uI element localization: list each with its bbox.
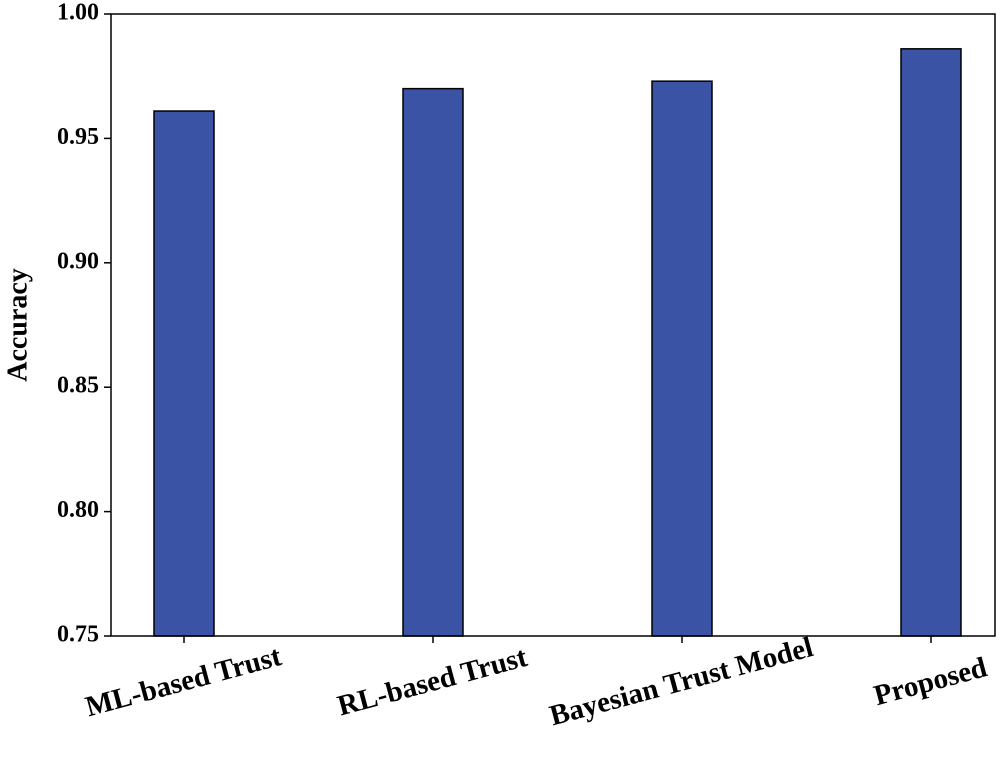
x-tick-label: Bayesian Trust Model — [546, 631, 816, 732]
bar — [900, 48, 962, 637]
y-tick-label: 0.95 — [57, 124, 99, 150]
plot-frame — [110, 13, 996, 637]
x-tick-label: RL-based Trust — [334, 641, 531, 722]
y-tick-label: 1.00 — [57, 0, 99, 26]
y-tick-label: 0.80 — [57, 497, 99, 523]
bar — [402, 87, 464, 637]
y-tick-label: 0.90 — [57, 248, 99, 274]
bar — [651, 80, 713, 637]
y-tick-label: 0.75 — [57, 622, 99, 648]
y-tick-label: 0.85 — [57, 373, 99, 399]
x-tick-label: Proposed — [870, 651, 990, 712]
x-tick-label: ML-based Trust — [82, 640, 285, 723]
y-axis-label: Accuracy — [2, 268, 33, 382]
bar — [153, 110, 215, 637]
